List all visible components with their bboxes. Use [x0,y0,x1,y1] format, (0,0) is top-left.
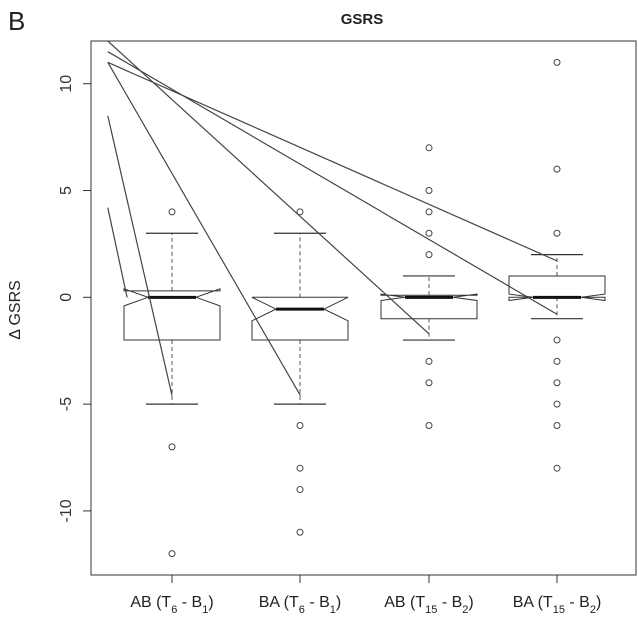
outlier-point [553,421,561,429]
y-tick-label: -10 [58,499,75,522]
outlier-point [425,379,433,387]
diagonal-line [107,61,558,262]
diagonal-line [107,41,430,335]
outlier-point [425,187,433,195]
y-tick-label: 5 [58,186,75,195]
outlier-point [553,165,561,173]
outlier-point [296,486,304,494]
outlier-point [553,379,561,387]
outlier-point [168,443,176,451]
diagonal-line [107,62,301,396]
box [251,296,349,341]
x-tick-label: AB (T15 - B2) [384,594,473,616]
outlier-point [168,550,176,558]
outlier-point [553,357,561,365]
y-tick-label: -5 [58,397,75,411]
outlier-point [553,336,561,344]
outlier-point [296,208,304,216]
y-tick-label: 0 [58,293,75,302]
chart-title: GSRS [341,11,384,28]
x-tick-label: AB (T6 - B1) [130,594,213,616]
diagonal-line [107,207,128,298]
outlier-point [168,208,176,216]
outlier-point [553,400,561,408]
outlier-point [296,464,304,472]
x-tick-label: BA (T15 - B2) [513,594,602,616]
outlier-point [553,229,561,237]
plot-area: -10 -5 0 5 10 AB (T6 - B1) BA (T6 - B1) AB (T15… [58,40,637,616]
outlier-point [425,144,433,152]
y-axis-label: Δ GSRS [7,280,24,340]
plot-frame [90,40,637,576]
panel-label: B [8,6,25,36]
diagonal-line [107,115,173,396]
outlier-point [296,528,304,536]
outlier-point [425,208,433,216]
outlier-point [425,251,433,259]
outlier-point [425,229,433,237]
diagonal-line [107,51,558,315]
outlier-point [553,58,561,66]
outlier-point [425,357,433,365]
y-tick-label: 10 [58,75,75,93]
outlier-point [553,464,561,472]
outlier-point [425,421,433,429]
outlier-point [296,421,304,429]
box [123,288,221,341]
x-tick-label: BA (T6 - B1) [259,594,341,616]
